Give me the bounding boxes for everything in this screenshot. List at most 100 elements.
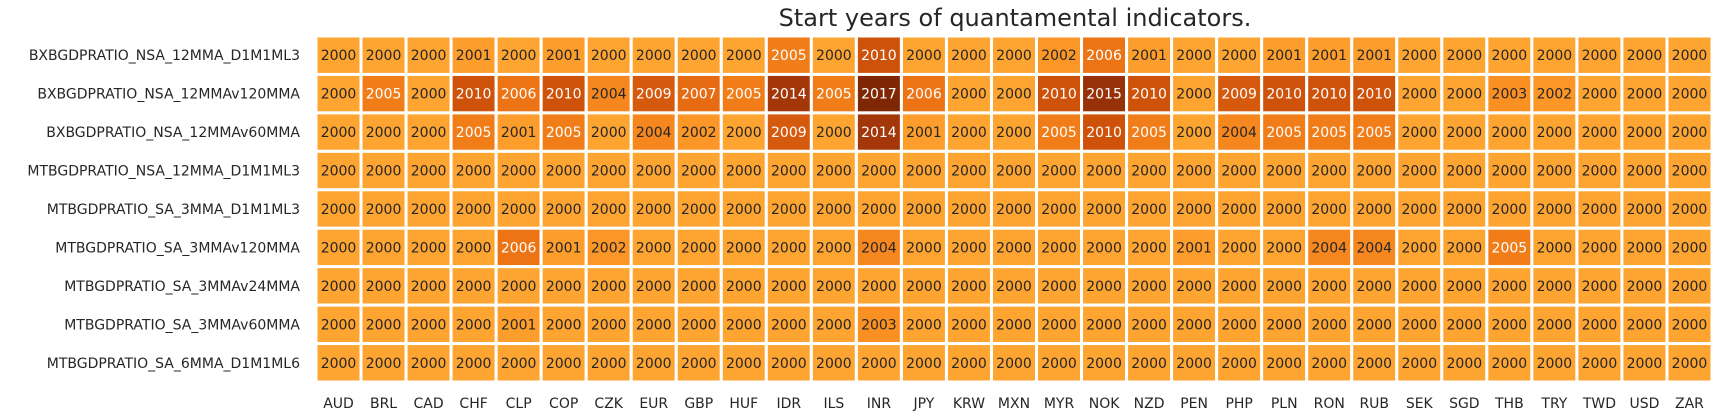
cell-value-label: 2000 [1086, 240, 1122, 256]
heatmap-cell [359, 34, 408, 76]
heatmap-cell [1305, 111, 1354, 153]
cell-value-label: 2000 [726, 164, 762, 180]
cell-value-label: 2000 [1311, 164, 1347, 180]
cell-value-label: 2000 [1221, 356, 1257, 372]
heatmap-cell [1125, 72, 1174, 115]
cell-value-label: 2004 [1221, 125, 1257, 141]
cell-value-label: 2000 [1447, 48, 1483, 64]
cell-value-label: 2000 [906, 240, 942, 256]
cell-value-label: 2000 [456, 164, 492, 180]
column-label: IDR [777, 396, 802, 412]
cell-value-label: 2000 [1627, 202, 1663, 218]
heatmap-cell [1575, 342, 1624, 384]
cell-value-label: 2000 [771, 279, 807, 295]
cell-value-label: 2000 [1176, 87, 1212, 103]
heatmap-cell [629, 149, 678, 192]
cell-value-label: 2000 [1537, 48, 1573, 64]
heatmap-cell [1080, 342, 1129, 384]
cell-value-label: 2004 [861, 240, 897, 256]
cell-value-label: 2000 [816, 164, 852, 180]
heatmap-cell [449, 226, 498, 269]
cell-value-label: 2000 [366, 48, 402, 64]
row-label: MTBGDPRATIO_SA_3MMAv60MMA [64, 317, 300, 333]
cell-value-label: 2000 [321, 317, 357, 333]
cell-value-label: 2009 [636, 87, 672, 103]
cell-value-label: 2000 [321, 125, 357, 141]
heatmap-cell [1575, 265, 1624, 307]
row-label: MTBGDPRATIO_SA_6MMA_D1M1ML6 [47, 356, 300, 372]
cell-value-label: 2000 [1447, 125, 1483, 141]
cell-value-label: 2000 [1401, 87, 1437, 103]
heatmap-cell [494, 342, 543, 384]
heatmap-cell [629, 34, 678, 76]
column-label: USD [1629, 396, 1659, 412]
cell-value-label: 2000 [816, 356, 852, 372]
cell-value-label: 2000 [726, 317, 762, 333]
heatmap-cell [359, 188, 408, 230]
heatmap-cell [1620, 149, 1669, 192]
cell-value-label: 2002 [591, 240, 627, 256]
heatmap-cell [1440, 303, 1489, 346]
heatmap-cell [1485, 226, 1534, 269]
heatmap-cell [1215, 303, 1264, 346]
cell-value-label: 2001 [1266, 48, 1302, 64]
row-label: MTBGDPRATIO_SA_3MMAv120MMA [55, 240, 300, 256]
cell-value-label: 2017 [861, 87, 897, 103]
cell-value-label: 2010 [1131, 87, 1167, 103]
cell-value-label: 2000 [1672, 317, 1708, 333]
cell-value-label: 2000 [1086, 317, 1122, 333]
cell-value-label: 2000 [816, 202, 852, 218]
cell-value-label: 2000 [1131, 164, 1167, 180]
cell-value-label: 2000 [321, 240, 357, 256]
column-label: TWD [1582, 396, 1616, 412]
cell-value-label: 2000 [906, 317, 942, 333]
cell-value-label: 2009 [1221, 87, 1257, 103]
heatmap-cells: 2000 2000 2000 2001 2000 2001 2000 2000 2000 2000… [314, 34, 1714, 384]
heatmap-cell [1485, 72, 1534, 115]
cell-value-label: 2000 [861, 356, 897, 372]
cell-value-label: 2004 [591, 87, 627, 103]
heatmap-cell [719, 34, 768, 76]
cell-value-label: 2000 [1041, 317, 1077, 333]
cell-value-label: 2000 [546, 279, 582, 295]
column-label: NZD [1134, 396, 1165, 412]
cell-value-label: 2000 [1537, 356, 1573, 372]
cell-value-label: 2000 [1672, 279, 1708, 295]
row-label: MTBGDPRATIO_SA_3MMA_D1M1ML3 [47, 202, 300, 218]
cell-value-label: 2000 [951, 317, 987, 333]
cell-value-label: 2001 [1311, 48, 1347, 64]
row-labels: BXBGDPRATIO_NSA_12MMA_D1M1ML3 BXBGDPRATIO… [27, 48, 300, 372]
heatmap-cell [944, 342, 993, 384]
cell-value-label: 2000 [816, 279, 852, 295]
cell-value-label: 2000 [771, 164, 807, 180]
cell-value-label: 2000 [1672, 125, 1708, 141]
column-label: CZK [594, 396, 623, 412]
cell-value-label: 2000 [1447, 87, 1483, 103]
cell-value-label: 2000 [1131, 317, 1167, 333]
heatmap-cell [1575, 72, 1624, 115]
heatmap-cell [1575, 303, 1624, 346]
cell-value-label: 2000 [1131, 356, 1167, 372]
heatmap-cell [1305, 265, 1354, 307]
cell-value-label: 2000 [951, 356, 987, 372]
cell-value-label: 2003 [1492, 87, 1528, 103]
column-label: ILS [823, 396, 844, 412]
cell-value-label: 2000 [816, 125, 852, 141]
cell-value-label: 2000 [1401, 356, 1437, 372]
cell-value-label: 2005 [1356, 125, 1392, 141]
cell-value-label: 2000 [1176, 356, 1212, 372]
cell-value-label: 2000 [366, 279, 402, 295]
cell-value-label: 2000 [1221, 240, 1257, 256]
column-label: GBP [684, 396, 713, 412]
cell-value-label: 2000 [1356, 202, 1392, 218]
cell-value-label: 2000 [906, 279, 942, 295]
column-labels: AUD BRL CAD CHF CLP COP CZK EUR GBP HUF IDR ILS INR J… [323, 396, 1704, 412]
column-label: RUB [1359, 396, 1389, 412]
row-label: MTBGDPRATIO_NSA_12MMA_D1M1ML3 [27, 164, 300, 180]
cell-value-label: 2000 [1627, 279, 1663, 295]
cell-value-label: 2000 [1582, 87, 1618, 103]
cell-value-label: 2000 [501, 48, 537, 64]
heatmap-cell [944, 226, 993, 269]
cell-value-label: 2000 [1176, 48, 1212, 64]
cell-value-label: 2005 [1041, 125, 1077, 141]
